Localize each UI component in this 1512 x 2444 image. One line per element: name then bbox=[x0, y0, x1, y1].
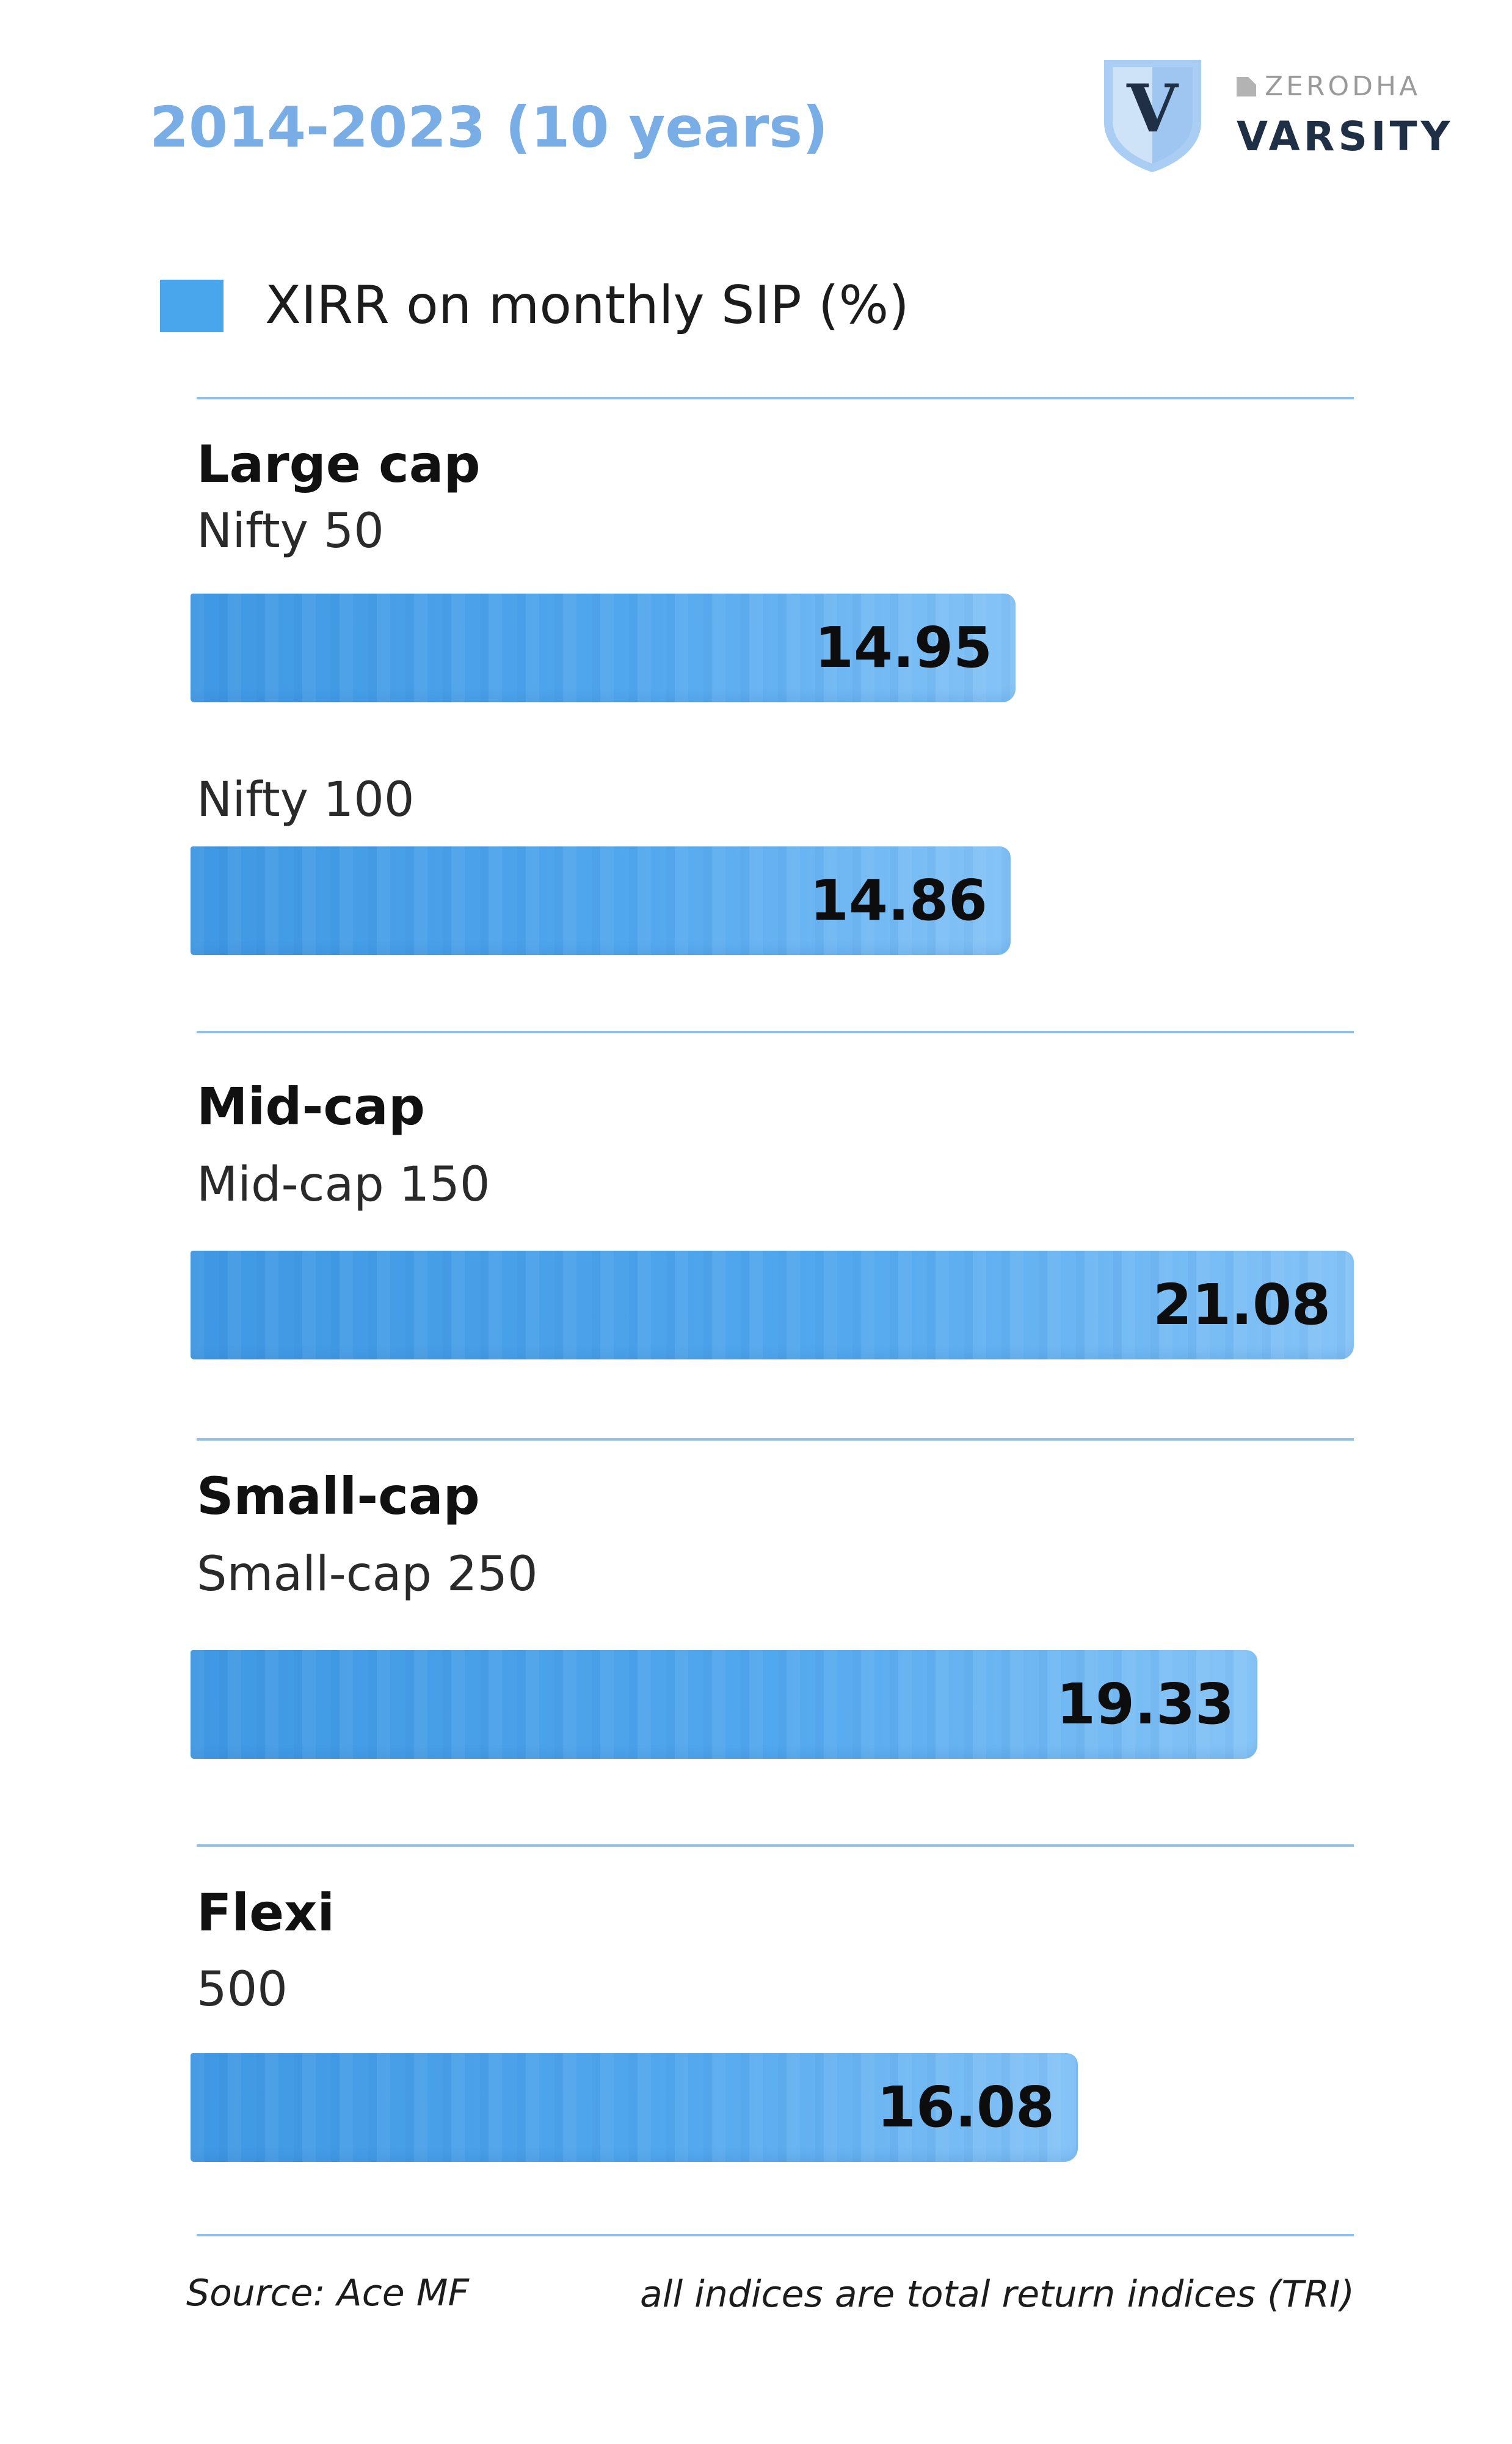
tri-note: all indices are total return indices (TR… bbox=[640, 2273, 1354, 2316]
legend-label: XIRR on monthly SIP (%) bbox=[265, 275, 909, 336]
bar-label-nifty-50: Nifty 50 bbox=[197, 504, 384, 559]
bar-label-500: 500 bbox=[197, 1962, 288, 2017]
group-divider bbox=[197, 1844, 1354, 1847]
group-divider bbox=[197, 1438, 1354, 1441]
group-divider bbox=[197, 397, 1354, 399]
group-title-mid-cap: Mid-cap bbox=[197, 1077, 425, 1137]
bar-value-nifty-50: 14.95 bbox=[814, 615, 992, 680]
group-title-flexi: Flexi bbox=[197, 1883, 335, 1943]
bar-nifty-100: 14.86 bbox=[191, 846, 1011, 955]
chart-title: 2014-2023 (10 years) bbox=[150, 95, 829, 160]
group-title-small-cap: Small-cap bbox=[197, 1466, 480, 1526]
bar-value-small-cap-250: 19.33 bbox=[1056, 1671, 1234, 1737]
bar-label-small-cap-250: Small-cap 250 bbox=[197, 1547, 538, 1602]
logo-brand-name: VARSITY bbox=[1237, 113, 1454, 160]
footer-divider bbox=[197, 2234, 1354, 2236]
group-title-large-cap: Large cap bbox=[197, 434, 481, 494]
logo-monogram: V bbox=[1126, 70, 1179, 147]
logo-parent-brand: ZERODHA bbox=[1237, 71, 1420, 102]
legend-swatch bbox=[160, 280, 224, 332]
bar-nifty-50: 14.95 bbox=[191, 594, 1016, 702]
bar-mid-cap-150: 21.08 bbox=[191, 1251, 1354, 1359]
bar-500: 16.08 bbox=[191, 2053, 1078, 2162]
bar-value-nifty-100: 14.86 bbox=[809, 868, 987, 933]
logo-parent-text: ZERODHA bbox=[1265, 71, 1421, 102]
bar-value-500: 16.08 bbox=[876, 2075, 1055, 2140]
bar-small-cap-250: 19.33 bbox=[191, 1650, 1257, 1759]
varsity-logo: V ZERODHA VARSITY bbox=[1099, 55, 1512, 177]
bar-value-mid-cap-150: 21.08 bbox=[1152, 1272, 1331, 1337]
shield-logo-icon: V bbox=[1104, 60, 1201, 172]
zerodha-mark-icon bbox=[1237, 77, 1256, 96]
bar-label-mid-cap-150: Mid-cap 150 bbox=[197, 1157, 490, 1212]
bar-label-nifty-100: Nifty 100 bbox=[197, 773, 415, 827]
group-divider bbox=[197, 1031, 1354, 1033]
source-note: Source: Ace MF bbox=[186, 2272, 469, 2315]
